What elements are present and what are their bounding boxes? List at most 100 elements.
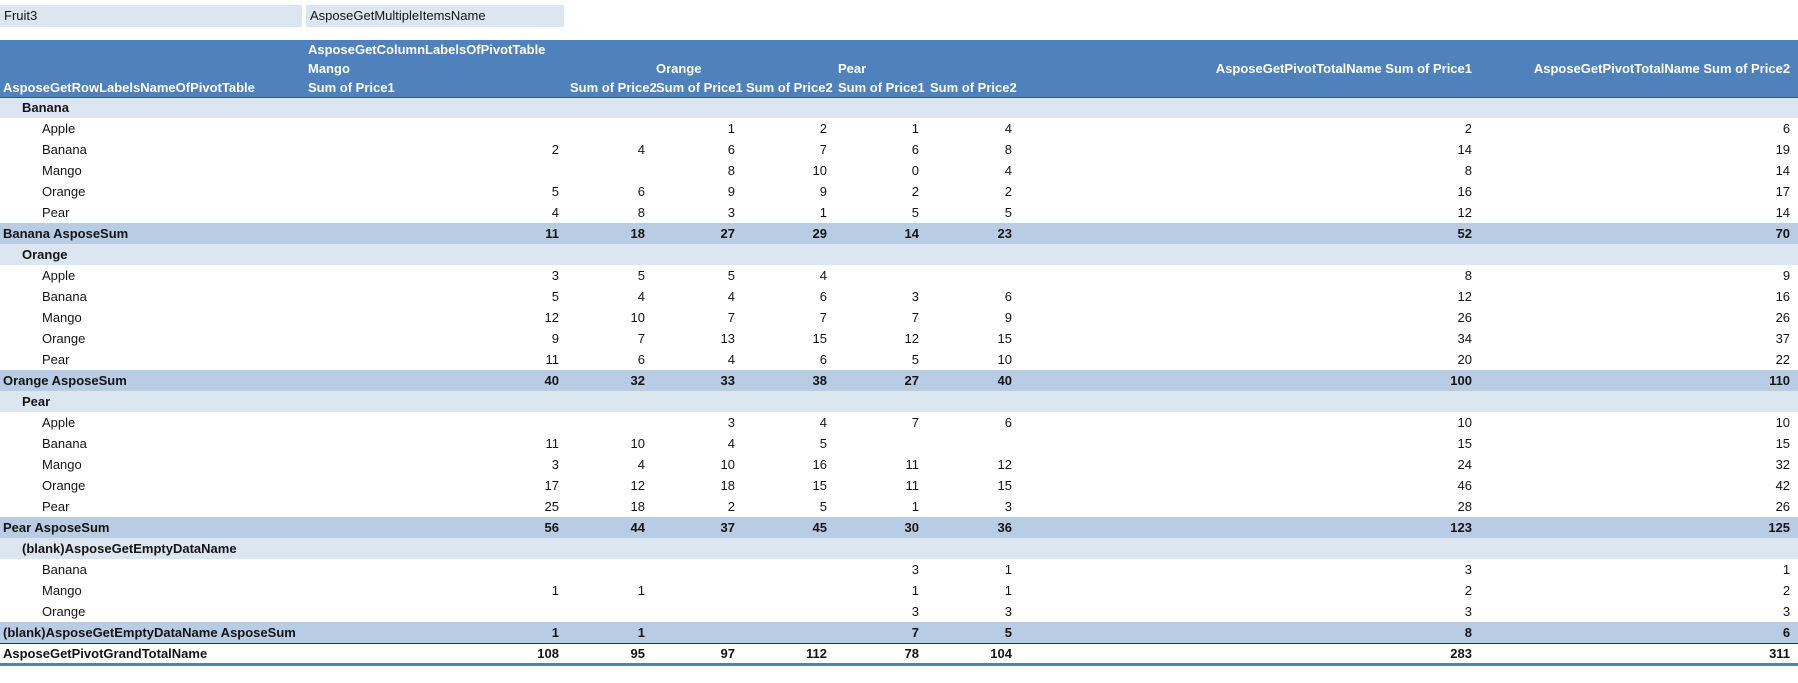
pivot-cell <box>305 244 567 265</box>
row-label: Banana <box>0 139 305 160</box>
pivot-cell: 44 <box>567 517 653 538</box>
pivot-row-item: Pear 11 6 4 6 5 10 20 22 <box>0 349 1798 370</box>
pivot-cell: 7 <box>743 307 835 328</box>
pivot-cell: 3 <box>927 601 1020 622</box>
pivot-cell: 7 <box>743 139 835 160</box>
pivot-cell: 20 <box>1020 349 1480 370</box>
pivot-row-group: Pear <box>0 391 1798 412</box>
pivot-cell <box>743 622 835 643</box>
pivot-cell: 1 <box>567 580 653 601</box>
total-header-sum-of-price2: AsposeGetPivotTotalName Sum of Price2 <box>1480 59 1798 78</box>
pivot-cell: 14 <box>1480 160 1798 181</box>
row-label: Orange <box>0 328 305 349</box>
pivot-cell: 6 <box>927 412 1020 433</box>
pivot-cell <box>743 391 835 412</box>
pivot-cell: 14 <box>835 223 927 244</box>
pivot-cell: 112 <box>743 642 835 666</box>
pivot-cell <box>653 601 743 622</box>
pivot-row-item: Mango 1 1 1 1 2 2 <box>0 580 1798 601</box>
pivot-row-item: Banana 11 10 4 5 15 15 <box>0 433 1798 454</box>
pivot-cell: 33 <box>653 370 743 391</box>
pivot-cell: 3 <box>653 412 743 433</box>
pivot-cell: 4 <box>653 286 743 307</box>
pivot-cell <box>743 601 835 622</box>
pivot-cell: 27 <box>835 370 927 391</box>
pivot-cell: 11 <box>835 475 927 496</box>
pivot-cell: 3 <box>1020 601 1480 622</box>
pivot-cell <box>927 265 1020 286</box>
pivot-cell: 1 <box>835 496 927 517</box>
pivot-cell: 3 <box>1480 601 1798 622</box>
pivot-cell: 26 <box>1480 496 1798 517</box>
header-empty-cell <box>743 59 835 78</box>
pivot-cell: 6 <box>743 286 835 307</box>
pivot-cell: 3 <box>305 265 567 286</box>
header-row-measures: AsposeGetRowLabelsNameOfPivotTable Sum o… <box>0 78 1798 98</box>
pivot-cell <box>567 601 653 622</box>
pivot-cell: 7 <box>567 328 653 349</box>
pivot-row-group: Banana <box>0 97 1798 118</box>
pivot-row-item: Orange 5 6 9 9 2 2 16 17 <box>0 181 1798 202</box>
header-empty-cell <box>0 59 305 78</box>
subheader-mango-price1: Sum of Price1 <box>305 78 567 98</box>
pivot-cell: 37 <box>1480 328 1798 349</box>
pivot-row-group: (blank)AsposeGetEmptyDataName <box>0 538 1798 559</box>
row-label: Pear <box>0 202 305 223</box>
pivot-cell: 7 <box>835 307 927 328</box>
pivot-cell <box>835 433 927 454</box>
pivot-cell <box>653 97 743 118</box>
pivot-cell: 12 <box>305 307 567 328</box>
pivot-cell: 56 <box>305 517 567 538</box>
pivot-cell: 16 <box>1020 181 1480 202</box>
row-label: Apple <box>0 265 305 286</box>
pivot-cell: 18 <box>653 475 743 496</box>
pivot-cell: 104 <box>927 642 1020 666</box>
pivot-row-item: Apple 3 5 5 4 8 9 <box>0 265 1798 286</box>
pivot-row-item: Pear 25 18 2 5 1 3 28 26 <box>0 496 1798 517</box>
pivot-cell <box>653 580 743 601</box>
pivot-cell <box>1480 391 1798 412</box>
pivot-cell: 8 <box>1020 160 1480 181</box>
pivot-cell <box>743 244 835 265</box>
filter-value-cell: AsposeGetMultipleItemsName <box>306 5 564 27</box>
pivot-cell <box>743 538 835 559</box>
row-label: AsposeGetPivotGrandTotalName <box>0 642 305 666</box>
row-labels-header: AsposeGetRowLabelsNameOfPivotTable <box>0 78 305 98</box>
pivot-cell: 4 <box>567 454 653 475</box>
pivot-cell: 2 <box>305 139 567 160</box>
pivot-cell: 28 <box>1020 496 1480 517</box>
group-header-mango: Mango <box>305 59 567 78</box>
pivot-cell: 5 <box>743 496 835 517</box>
pivot-cell: 40 <box>927 370 1020 391</box>
pivot-row-subtotal: Orange AsposeSum 40 32 33 38 27 40 100 110 <box>0 370 1798 391</box>
pivot-cell: 29 <box>743 223 835 244</box>
pivot-cell: 7 <box>835 622 927 643</box>
pivot-cell <box>927 433 1020 454</box>
pivot-row-item: Banana 3 1 3 1 <box>0 559 1798 580</box>
pivot-cell: 5 <box>653 265 743 286</box>
pivot-cell: 40 <box>305 370 567 391</box>
pivot-cell: 6 <box>653 139 743 160</box>
total-header-sum-of-price1: AsposeGetPivotTotalName Sum of Price1 <box>1020 59 1480 78</box>
pivot-cell: 10 <box>743 160 835 181</box>
pivot-cell: 3 <box>927 496 1020 517</box>
pivot-cell: 78 <box>835 642 927 666</box>
pivot-cell: 6 <box>1480 622 1798 643</box>
row-label: Apple <box>0 412 305 433</box>
pivot-cell <box>567 160 653 181</box>
pivot-row-item: Banana 2 4 6 7 6 8 14 19 <box>0 139 1798 160</box>
pivot-cell: 8 <box>927 139 1020 160</box>
row-label: Pear <box>0 496 305 517</box>
header-empty-cell <box>1480 78 1798 98</box>
pivot-row-item: Orange 17 12 18 15 11 15 46 42 <box>0 475 1798 496</box>
pivot-cell: 0 <box>835 160 927 181</box>
pivot-cell <box>567 538 653 559</box>
pivot-cell: 4 <box>743 412 835 433</box>
pivot-cell <box>653 391 743 412</box>
pivot-cell: 18 <box>567 223 653 244</box>
pivot-cell: 15 <box>1020 433 1480 454</box>
subheader-orange-price2: Sum of Price2 <box>743 78 835 98</box>
pivot-cell: 3 <box>835 286 927 307</box>
pivot-row-item: Apple 3 4 7 6 10 10 <box>0 412 1798 433</box>
pivot-cell: 1 <box>653 118 743 139</box>
